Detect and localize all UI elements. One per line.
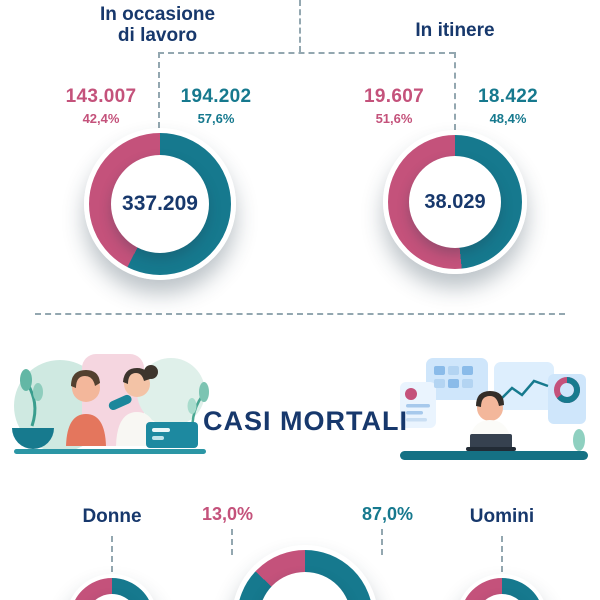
uomini-donut-hole [476, 594, 528, 600]
donne-donut [66, 574, 158, 600]
left-donut-hole: 337.209 [111, 155, 209, 253]
mortality-center-donut [232, 545, 378, 600]
right-teal-pct: 48,4% [489, 111, 527, 126]
connector-right-donut [454, 52, 456, 130]
left-chart-title: In occasione di lavoro [70, 4, 245, 46]
left-teal-stat: 194.202 57,6% [154, 86, 278, 126]
connector-left-donut [158, 52, 160, 128]
doctor-patient-illustration [8, 348, 213, 465]
connector-branch [158, 52, 455, 54]
right-pink-pct: 51,6% [375, 111, 413, 126]
donne-label: Donne [82, 506, 142, 527]
right-teal-stat: 18.422 48,4% [447, 86, 569, 126]
section-divider [35, 313, 565, 315]
connector-uomini-donut [501, 536, 503, 572]
right-pink-stat: 19.607 51,6% [333, 86, 455, 126]
right-pink-value: 19.607 [364, 86, 424, 107]
connector-teal-pct [381, 529, 383, 555]
doctor-patient-illustration-svg [12, 354, 209, 454]
left-chart-title-line2: di lavoro [117, 25, 198, 46]
mortality-teal-pct: 87,0% [361, 504, 414, 524]
uomini-label: Uomini [469, 506, 535, 527]
connector-pink-pct [231, 529, 233, 555]
connector-top-center [299, 0, 301, 52]
left-donut-total: 337.209 [122, 192, 198, 215]
left-pink-stat: 143.007 42,4% [40, 86, 162, 126]
left-teal-value: 194.202 [180, 86, 252, 107]
analyst-dashboard-illustration [398, 356, 590, 469]
left-pink-pct: 42,4% [82, 111, 120, 126]
right-teal-value: 18.422 [478, 86, 538, 107]
donne-donut-hole [86, 594, 138, 600]
connector-donne-donut [111, 536, 113, 572]
mortality-pink-pct: 13,0% [201, 504, 254, 524]
left-donut-chart: 337.209 [84, 128, 236, 280]
right-donut-chart: 38.029 [383, 130, 527, 274]
right-donut-hole: 38.029 [409, 156, 501, 248]
mortality-center-donut-hole [259, 572, 351, 600]
right-chart-title-text: In itinere [415, 20, 495, 41]
left-teal-pct: 57,6% [197, 111, 235, 126]
right-donut-total: 38.029 [424, 190, 486, 213]
mortality-section-title: CASI MORTALI [203, 406, 408, 436]
right-chart-title: In itinere [393, 20, 517, 41]
left-pink-value: 143.007 [65, 86, 137, 107]
analyst-dashboard-illustration-svg [400, 358, 588, 460]
uomini-donut [456, 574, 548, 600]
left-chart-title-line1: In occasione [99, 4, 216, 25]
